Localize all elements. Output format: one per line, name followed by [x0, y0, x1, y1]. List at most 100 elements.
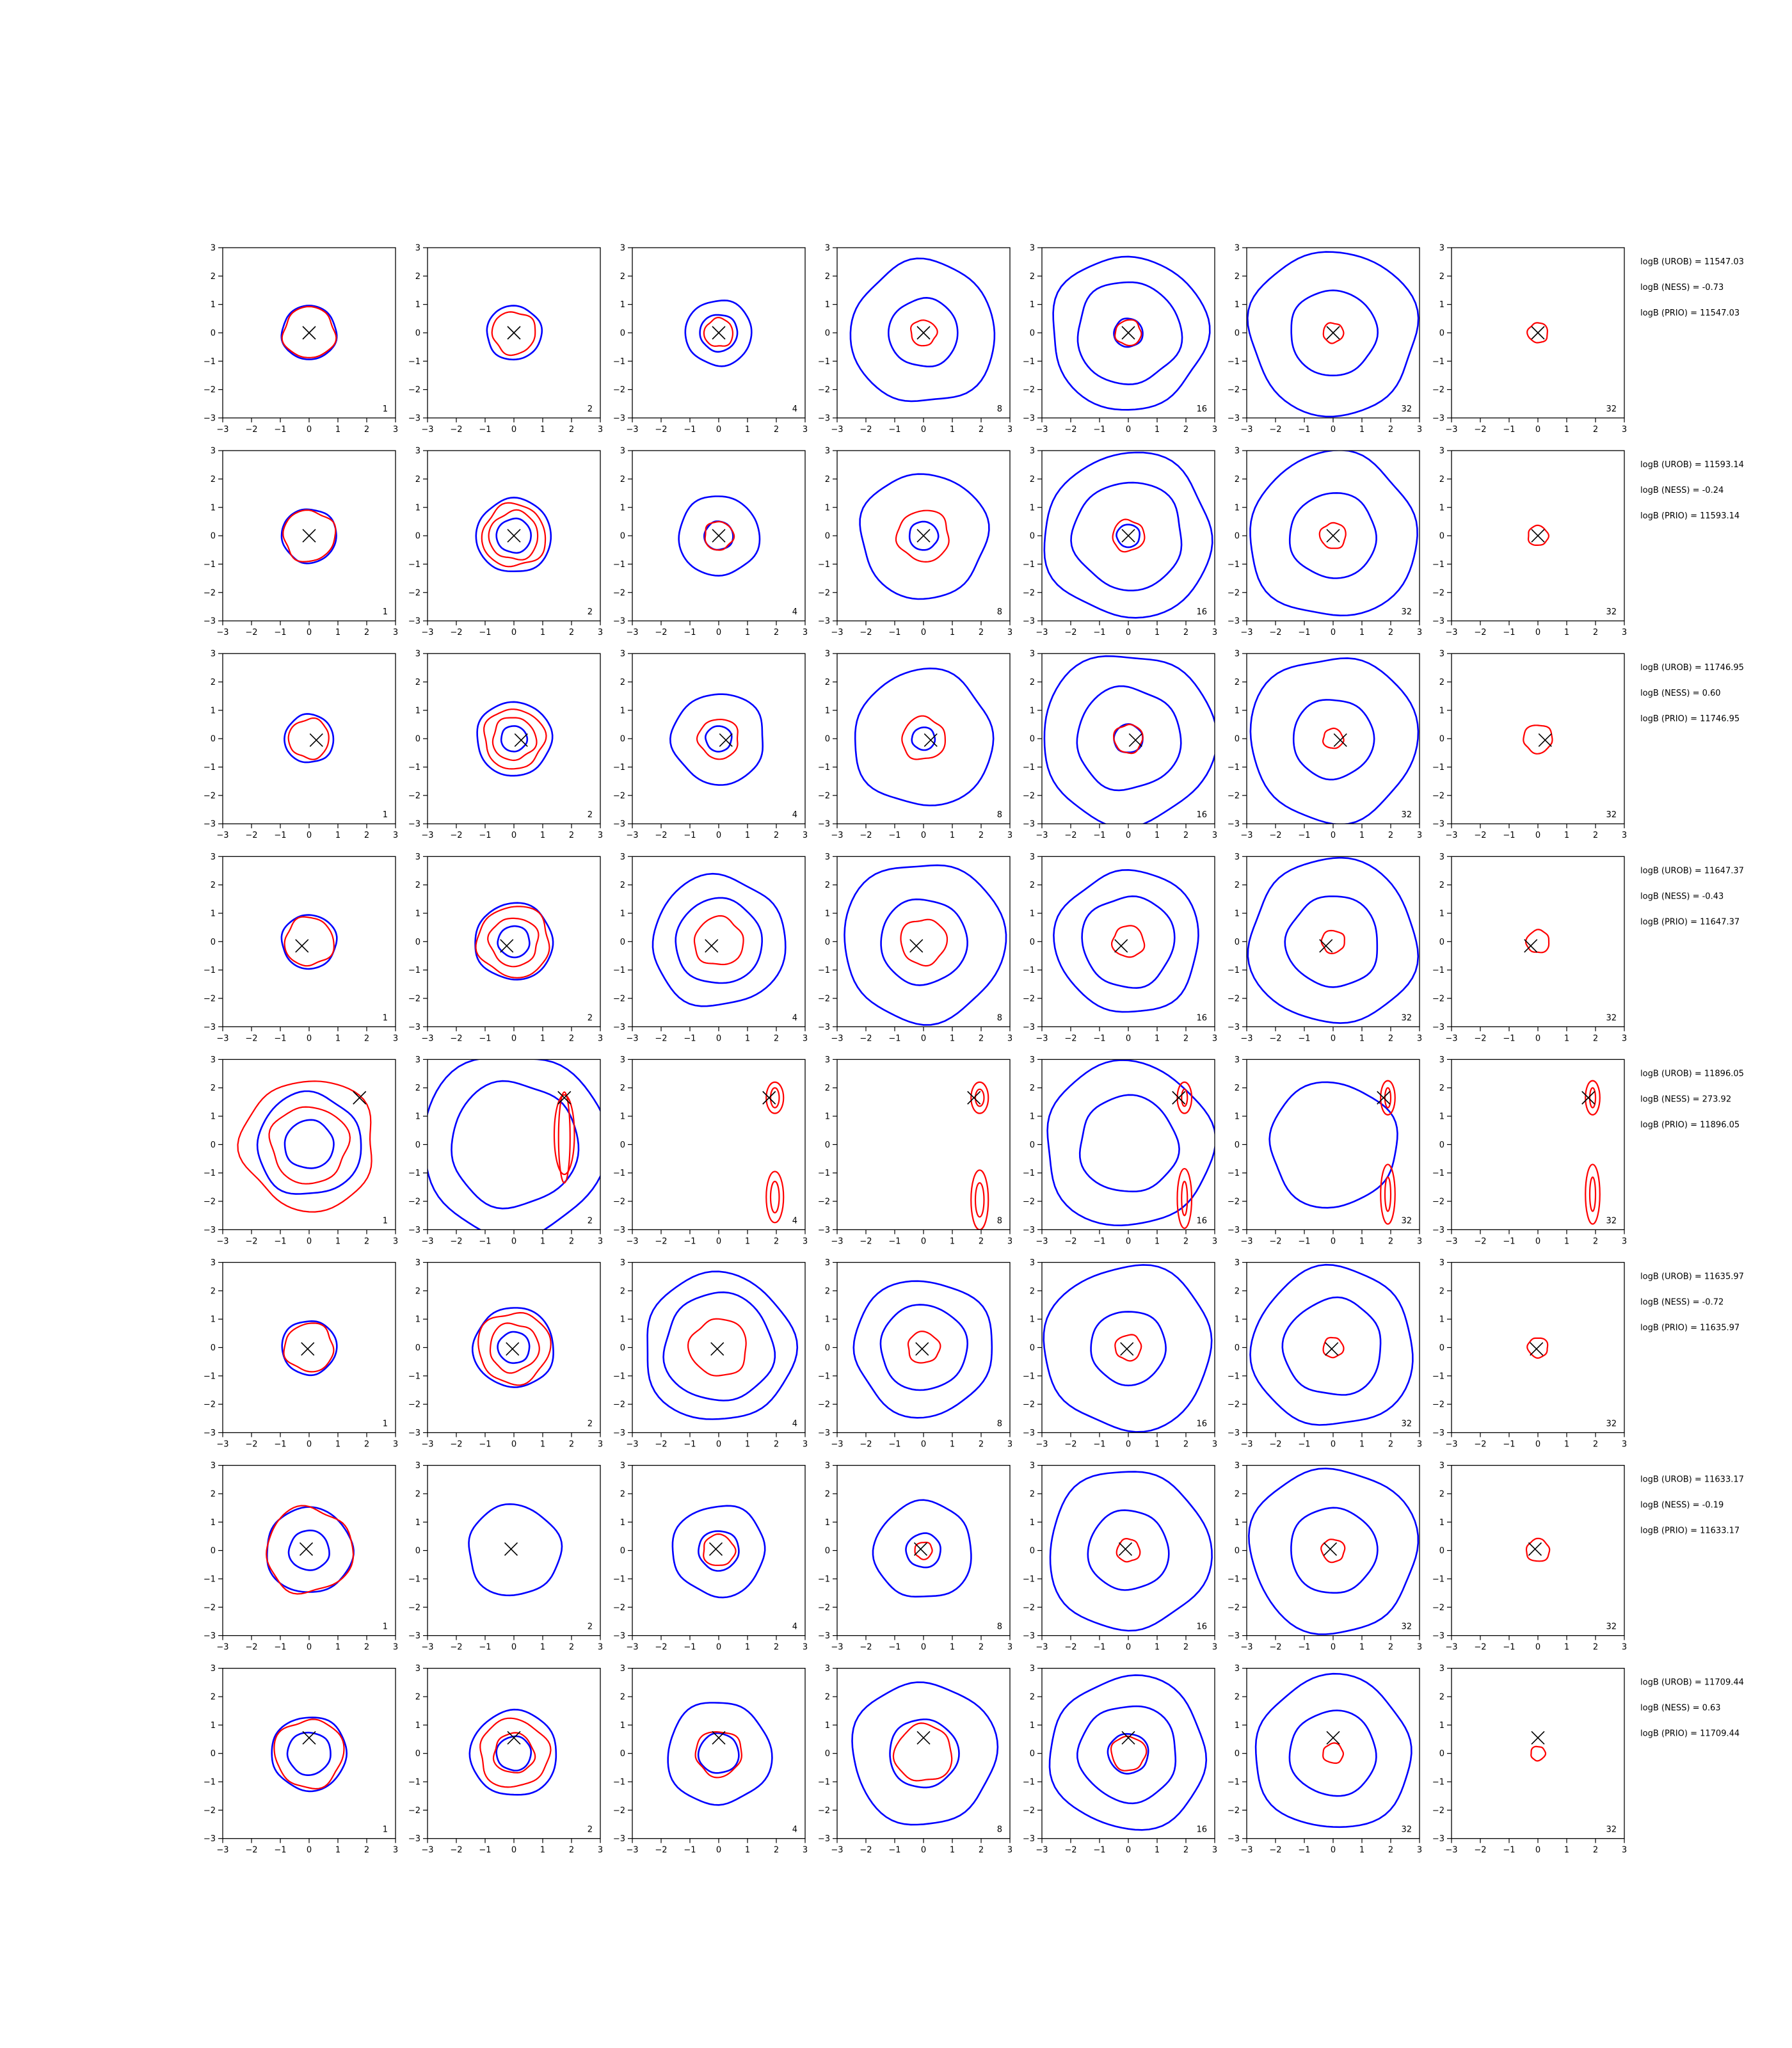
x-tick-label: −3 — [216, 1440, 228, 1450]
y-tick-label: 3 — [1235, 244, 1240, 253]
x-tick-label: −3 — [421, 1440, 433, 1450]
x-tick-label: 0 — [1331, 1440, 1336, 1450]
subplot-corner-label: 1 — [383, 404, 388, 414]
y-tick-label: 2 — [620, 1489, 625, 1499]
x-tick-label: −2 — [655, 831, 667, 840]
plot-area — [1249, 1263, 1414, 1426]
y-tick-label: 2 — [1030, 272, 1035, 282]
axes-frame — [1041, 1464, 1215, 1636]
red-contour — [1384, 1176, 1392, 1212]
y-tick-label: 0 — [1030, 735, 1035, 744]
cross-marker — [1118, 1542, 1133, 1556]
x-tick-label: −2 — [860, 1034, 872, 1043]
plot-area — [678, 495, 761, 577]
x-tick-label: −3 — [1240, 1034, 1252, 1043]
red-contour — [1380, 1080, 1396, 1116]
axes-frame — [632, 1464, 806, 1636]
y-tick-label: −3 — [1023, 1226, 1035, 1235]
plot-area — [967, 1081, 989, 1230]
x-tick-label: 1 — [1359, 1034, 1364, 1043]
x-tick-label: −3 — [626, 1846, 638, 1855]
blue-contour — [256, 1090, 362, 1195]
x-tick-label: −3 — [626, 831, 638, 840]
y-tick-label: 2 — [1439, 272, 1444, 282]
blue-contour — [1292, 699, 1375, 781]
logb-stat-label: logB (UROB) = 11647.37 — [1640, 866, 1744, 876]
blue-contour — [281, 1320, 338, 1377]
x-tick-label: 0 — [307, 1440, 312, 1450]
y-tick-label: 3 — [211, 1664, 216, 1674]
x-tick-label: 3 — [803, 425, 808, 435]
y-tick-label: 0 — [620, 1546, 625, 1556]
y-tick-label: 0 — [1030, 329, 1035, 339]
x-tick-label: 2 — [364, 425, 369, 435]
cross-marker — [1528, 1542, 1542, 1556]
blue-contour — [1087, 1509, 1170, 1591]
x-tick-label: −1 — [684, 1643, 696, 1652]
cross-marker — [507, 529, 521, 543]
y-tick-label: −2 — [818, 1400, 830, 1410]
x-tick-label: −1 — [479, 1643, 491, 1652]
red-contour — [974, 1182, 985, 1218]
red-contour — [1585, 1164, 1601, 1225]
subplot-r8-c7: −3−3 −2 −2 −1 −1 0 0 1 1 2 2 3 3 32 — [1432, 1664, 1627, 1855]
plot-area — [646, 1270, 799, 1420]
y-tick-label: 0 — [620, 1140, 625, 1150]
x-tick-label: 2 — [569, 1846, 574, 1855]
red-contour — [914, 1541, 933, 1560]
y-tick-label: −1 — [818, 560, 830, 570]
y-tick-label: 1 — [415, 1112, 420, 1122]
subplot-corner-label: 8 — [997, 1420, 1002, 1429]
red-contour — [284, 916, 335, 967]
cross-marker — [299, 1542, 314, 1556]
x-tick-label: 3 — [393, 1034, 398, 1043]
cross-marker — [705, 939, 719, 953]
y-tick-label: 0 — [415, 938, 420, 947]
x-tick-label: 0 — [716, 831, 721, 840]
x-tick-label: 0 — [1331, 1034, 1336, 1043]
y-tick-label: −3 — [1228, 1226, 1240, 1235]
subplot-r3-c4: −3−3 −2 −2 −1 −1 0 0 1 1 2 2 3 3 8 — [818, 650, 1012, 841]
x-tick-label: −2 — [1474, 831, 1486, 840]
y-tick-label: 2 — [1439, 1693, 1444, 1702]
y-tick-label: −3 — [818, 1631, 830, 1641]
blue-contour — [428, 1059, 600, 1230]
y-tick-label: 1 — [1030, 1112, 1035, 1122]
x-tick-label: 3 — [1417, 1846, 1422, 1855]
x-tick-label: 1 — [335, 1440, 340, 1450]
subplot-r5-c6: −3−3 −2 −2 −1 −1 0 0 1 1 2 2 3 3 32 — [1228, 1055, 1422, 1247]
y-tick-label: 2 — [1235, 1084, 1240, 1093]
y-tick-label: 1 — [825, 1518, 830, 1528]
plot-area — [1527, 524, 1550, 546]
y-tick-label: 0 — [825, 1140, 830, 1150]
y-tick-label: 1 — [825, 706, 830, 716]
x-tick-label: −3 — [1036, 1034, 1048, 1043]
x-tick-label: −2 — [450, 425, 462, 435]
blue-contour — [472, 1307, 554, 1388]
y-tick-label: 1 — [825, 300, 830, 310]
subplot-corner-label: 16 — [1196, 1622, 1207, 1632]
red-contour — [1530, 1745, 1547, 1762]
x-tick-label: −3 — [626, 1034, 638, 1043]
subplot-r3-c5: −3−3 −2 −2 −1 −1 0 0 1 1 2 2 3 3 16 — [1023, 650, 1217, 841]
x-tick-label: −2 — [450, 1643, 462, 1652]
subplot-r1-c5: −3−3 −2 −2 −1 −1 0 0 1 1 2 2 3 3 16 — [1023, 244, 1217, 435]
cross-marker — [916, 529, 931, 543]
plot-area — [851, 1681, 999, 1826]
x-tick-label: −1 — [479, 1846, 491, 1855]
x-tick-label: 3 — [1212, 831, 1217, 840]
cross-marker — [514, 733, 528, 747]
y-tick-label: 1 — [825, 1112, 830, 1122]
y-tick-label: 3 — [1030, 1461, 1035, 1471]
x-tick-label: −3 — [626, 1643, 638, 1652]
x-tick-label: 1 — [1564, 425, 1569, 435]
cross-marker — [1333, 733, 1347, 747]
blue-contour — [1043, 1264, 1213, 1433]
x-tick-label: 3 — [598, 1440, 603, 1450]
y-tick-label: 3 — [211, 447, 216, 456]
x-tick-label: −3 — [831, 1846, 843, 1855]
blue-contour — [1076, 1705, 1177, 1805]
red-contour — [273, 1718, 345, 1790]
y-tick-label: 2 — [825, 1489, 830, 1499]
y-tick-label: −1 — [1432, 966, 1444, 975]
